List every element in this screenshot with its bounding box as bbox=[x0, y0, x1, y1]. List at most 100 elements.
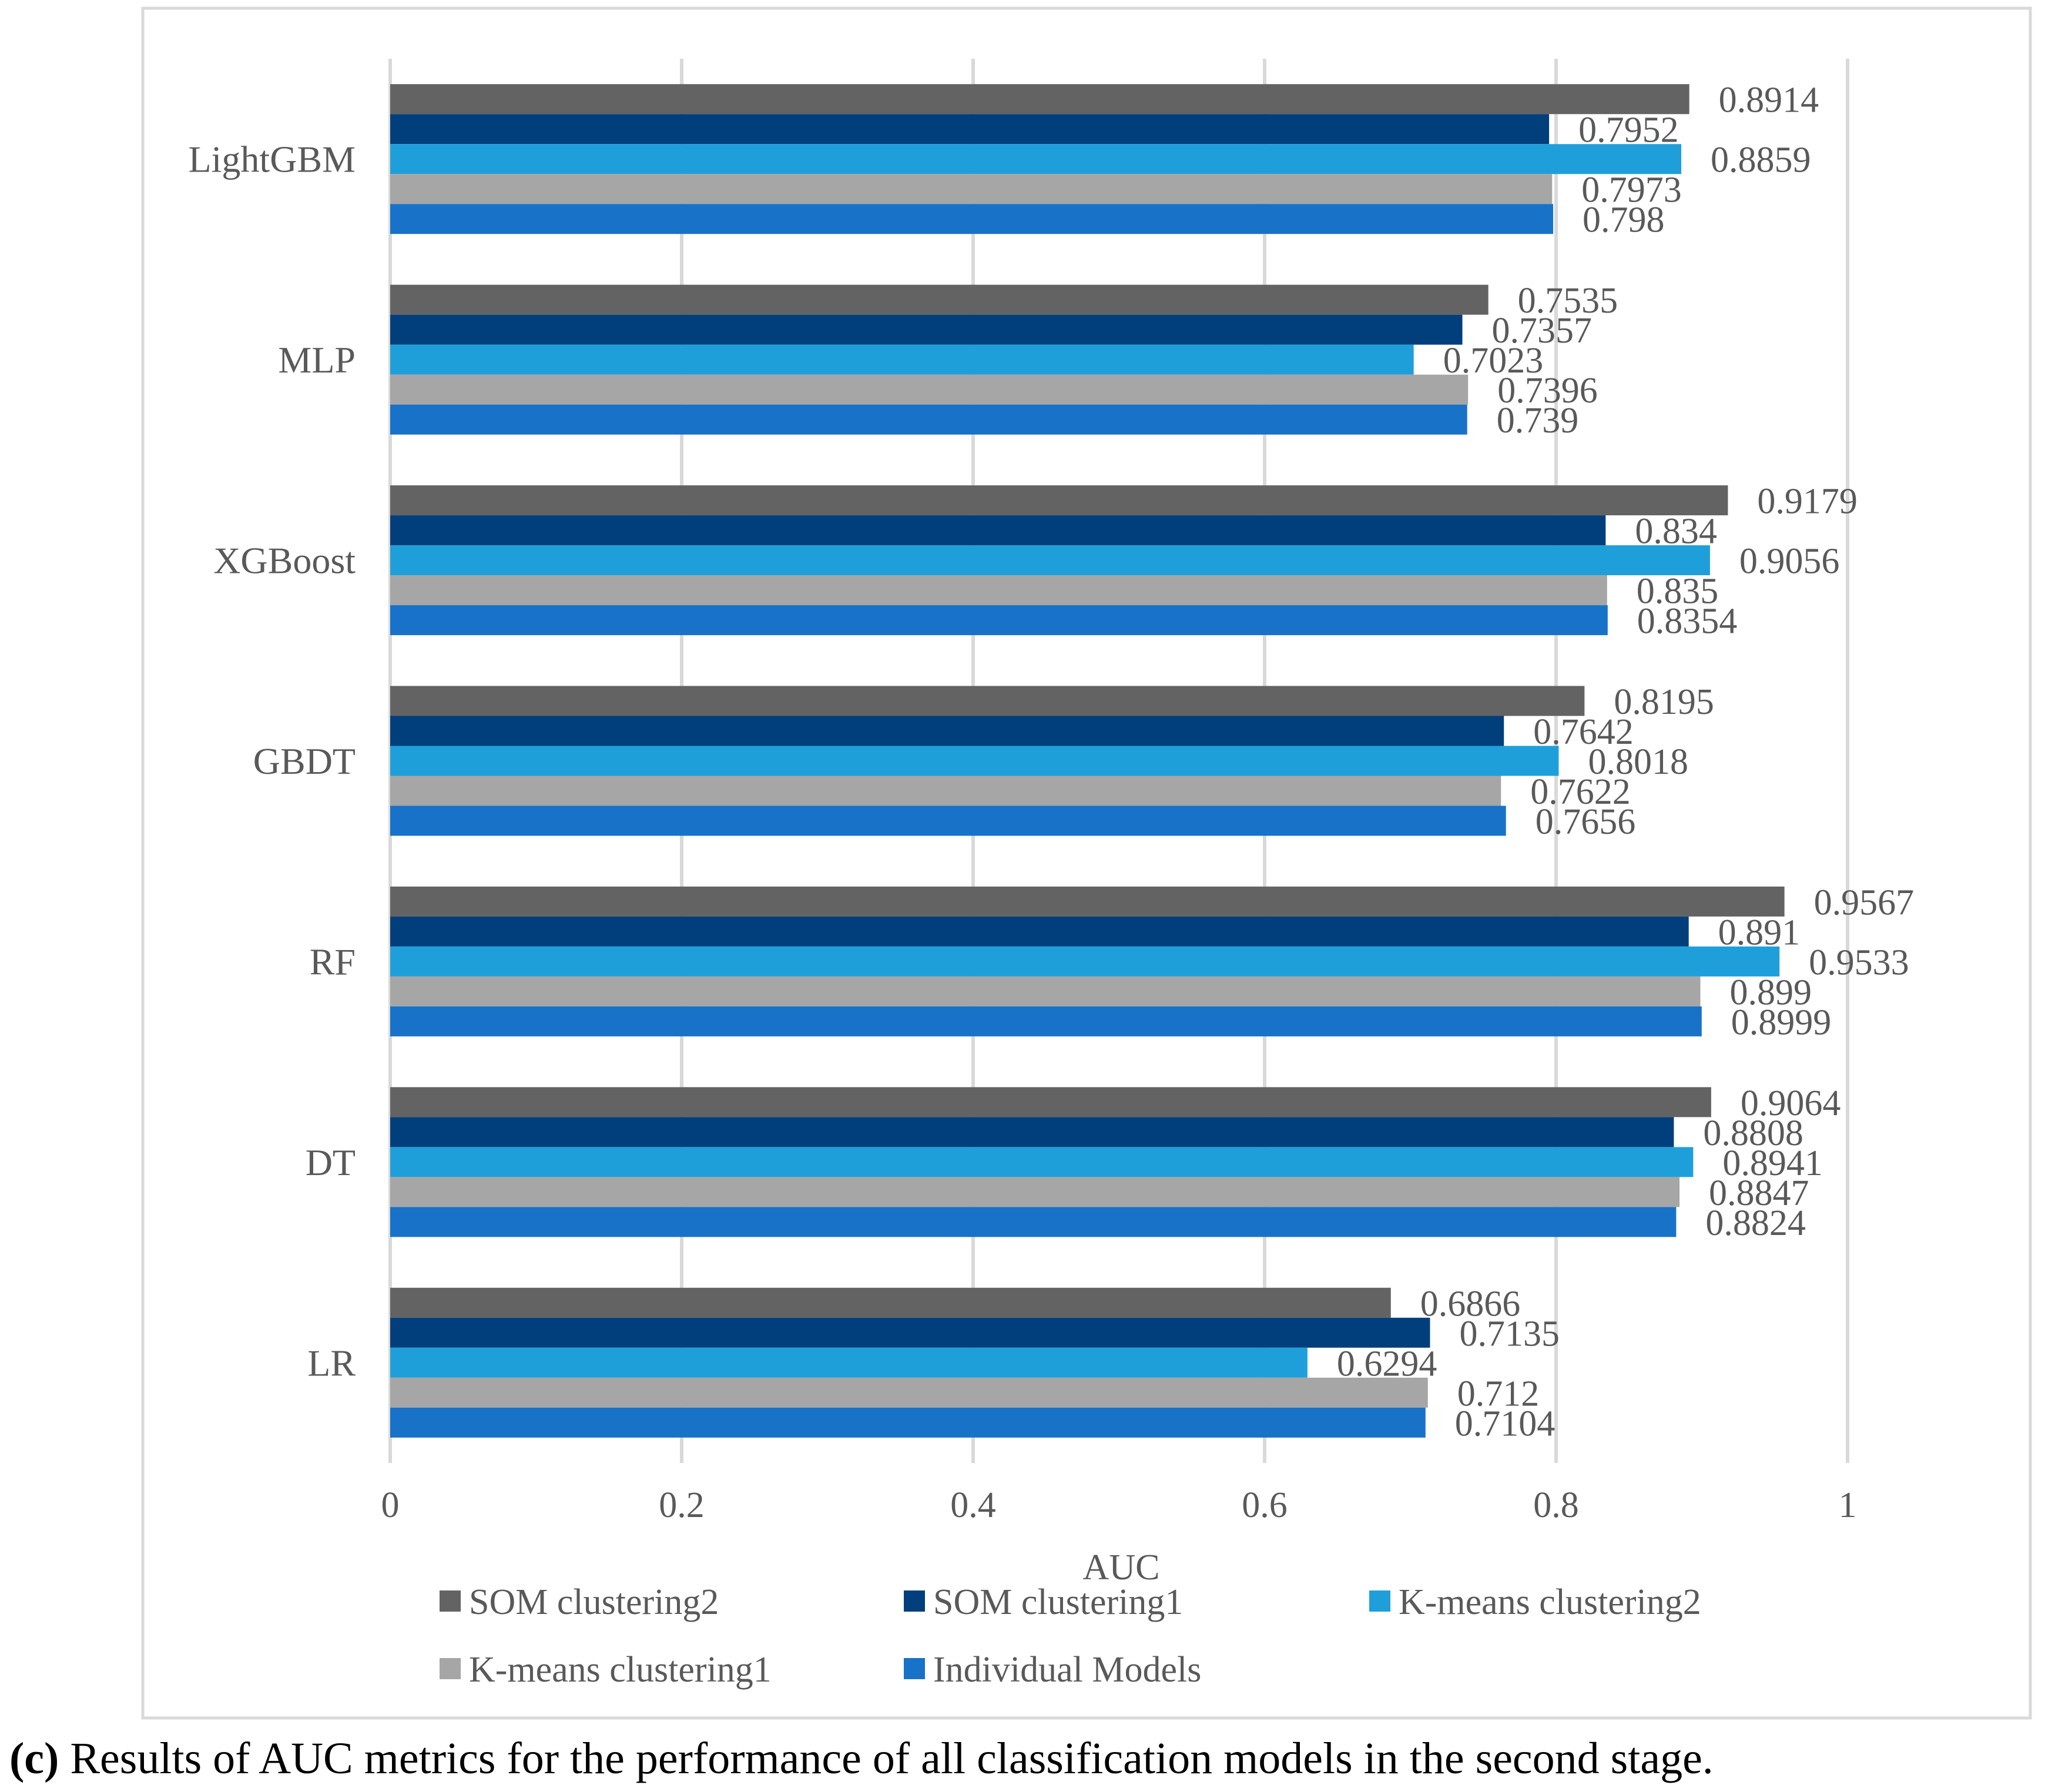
bar bbox=[390, 204, 1554, 234]
bar bbox=[390, 545, 1710, 576]
bar bbox=[390, 284, 1489, 315]
x-tick-label: 0.2 bbox=[659, 1485, 705, 1525]
x-tick-label: 0.6 bbox=[1242, 1485, 1288, 1525]
data-label: 0.8195 bbox=[1614, 682, 1714, 722]
data-label: 0.9056 bbox=[1739, 542, 1840, 582]
bar bbox=[390, 1177, 1680, 1207]
data-label: 0.7023 bbox=[1443, 341, 1544, 381]
data-label: 0.7973 bbox=[1581, 170, 1682, 210]
bar bbox=[390, 1117, 1674, 1147]
data-label: 0.798 bbox=[1583, 200, 1665, 240]
legend: SOM clustering2 SOM clustering1 K-means cl… bbox=[440, 1582, 1701, 1690]
data-label: 0.7952 bbox=[1578, 110, 1679, 150]
data-label: 0.8824 bbox=[1705, 1203, 1806, 1243]
category-label: LightGBM bbox=[189, 139, 356, 180]
data-label: 0.6294 bbox=[1337, 1344, 1437, 1384]
bar bbox=[390, 946, 1780, 976]
category-label-group: LR DT RF GBDT XGBoost MLP LightGBM bbox=[189, 139, 356, 1384]
bar bbox=[390, 515, 1606, 546]
legend-label: K-means clustering1 bbox=[469, 1650, 772, 1690]
data-label: 0.8808 bbox=[1703, 1113, 1803, 1153]
data-label: 0.7104 bbox=[1455, 1404, 1556, 1444]
bar bbox=[390, 776, 1501, 806]
chart-frame bbox=[141, 6, 2032, 1720]
legend-label: Individual Models bbox=[933, 1650, 1201, 1690]
x-tick-label: 0.8 bbox=[1533, 1485, 1579, 1525]
data-label: 0.7135 bbox=[1459, 1314, 1560, 1354]
bar bbox=[390, 84, 1689, 115]
bar bbox=[390, 374, 1469, 405]
bar bbox=[390, 1377, 1428, 1408]
bar bbox=[390, 404, 1467, 435]
x-tick-label: 1 bbox=[1839, 1485, 1857, 1525]
bar bbox=[390, 1147, 1694, 1177]
x-axis-title: AUC bbox=[1083, 1548, 1160, 1588]
bar bbox=[390, 575, 1607, 606]
bar bbox=[390, 716, 1504, 746]
data-label: 0.8859 bbox=[1711, 140, 1811, 180]
legend-swatch bbox=[440, 1658, 461, 1679]
data-label: 0.8018 bbox=[1588, 742, 1688, 782]
bar bbox=[390, 1087, 1711, 1118]
data-label: 0.8914 bbox=[1719, 80, 1819, 120]
bar bbox=[390, 144, 1682, 174]
data-label: 0.712 bbox=[1457, 1374, 1540, 1414]
x-tick-label: 0.4 bbox=[950, 1485, 996, 1525]
data-label: 0.9533 bbox=[1809, 942, 1909, 982]
bar bbox=[390, 174, 1553, 204]
data-label: 0.8354 bbox=[1637, 602, 1738, 642]
data-label: 0.835 bbox=[1637, 572, 1719, 612]
bar bbox=[390, 314, 1463, 345]
bar bbox=[390, 605, 1608, 636]
bar bbox=[390, 686, 1585, 716]
category-label: LR bbox=[307, 1342, 356, 1384]
category-label: GBDT bbox=[253, 740, 356, 782]
data-label: 0.7396 bbox=[1497, 371, 1598, 411]
bar bbox=[390, 344, 1414, 375]
data-label: 0.8847 bbox=[1709, 1173, 1809, 1213]
category-label: DT bbox=[306, 1142, 356, 1183]
legend-swatch bbox=[904, 1590, 925, 1612]
bar bbox=[390, 1347, 1308, 1378]
data-label: 0.7656 bbox=[1536, 802, 1636, 842]
data-label: 0.8941 bbox=[1722, 1143, 1823, 1183]
bar bbox=[390, 1317, 1430, 1348]
bar bbox=[390, 886, 1785, 917]
legend-swatch bbox=[904, 1658, 925, 1679]
legend-swatch bbox=[1369, 1590, 1390, 1612]
bar bbox=[390, 976, 1701, 1006]
data-label: 0.9567 bbox=[1814, 882, 1915, 922]
bar bbox=[390, 806, 1506, 836]
legend-label: SOM clustering1 bbox=[933, 1582, 1183, 1622]
data-label: 0.9064 bbox=[1741, 1083, 1841, 1123]
data-label: 0.7357 bbox=[1492, 311, 1593, 351]
data-label: 0.9179 bbox=[1757, 482, 1858, 522]
data-label: 0.6866 bbox=[1420, 1284, 1521, 1324]
data-label: 0.834 bbox=[1635, 512, 1717, 552]
bar bbox=[390, 1407, 1426, 1438]
legend-label: K-means clustering2 bbox=[1399, 1582, 1701, 1622]
data-label: 0.7622 bbox=[1530, 772, 1631, 812]
data-label: 0.8999 bbox=[1731, 1002, 1832, 1042]
bar bbox=[390, 1287, 1391, 1318]
data-label: 0.739 bbox=[1497, 401, 1579, 441]
bar bbox=[390, 1006, 1702, 1036]
x-tick-label-group: 0 0.2 0.4 0.6 0.8 1 bbox=[381, 1485, 1857, 1525]
data-label: 0.891 bbox=[1718, 912, 1801, 952]
figure-caption: (c) Results of AUC metrics for the perfo… bbox=[9, 1734, 1714, 1783]
x-tick-label: 0 bbox=[381, 1485, 400, 1525]
caption-body: Results of AUC metrics for the performan… bbox=[59, 1734, 1713, 1783]
category-label: XGBoost bbox=[213, 540, 356, 582]
bar bbox=[390, 485, 1728, 516]
bar bbox=[390, 1207, 1677, 1237]
legend-label: SOM clustering2 bbox=[469, 1582, 719, 1622]
data-label: 0.899 bbox=[1730, 972, 1812, 1012]
bar bbox=[390, 746, 1559, 776]
category-label: RF bbox=[310, 941, 356, 982]
caption-label: (c) bbox=[9, 1734, 59, 1783]
legend-swatch bbox=[440, 1590, 461, 1612]
bar bbox=[390, 916, 1689, 947]
data-label: 0.7642 bbox=[1533, 712, 1634, 752]
